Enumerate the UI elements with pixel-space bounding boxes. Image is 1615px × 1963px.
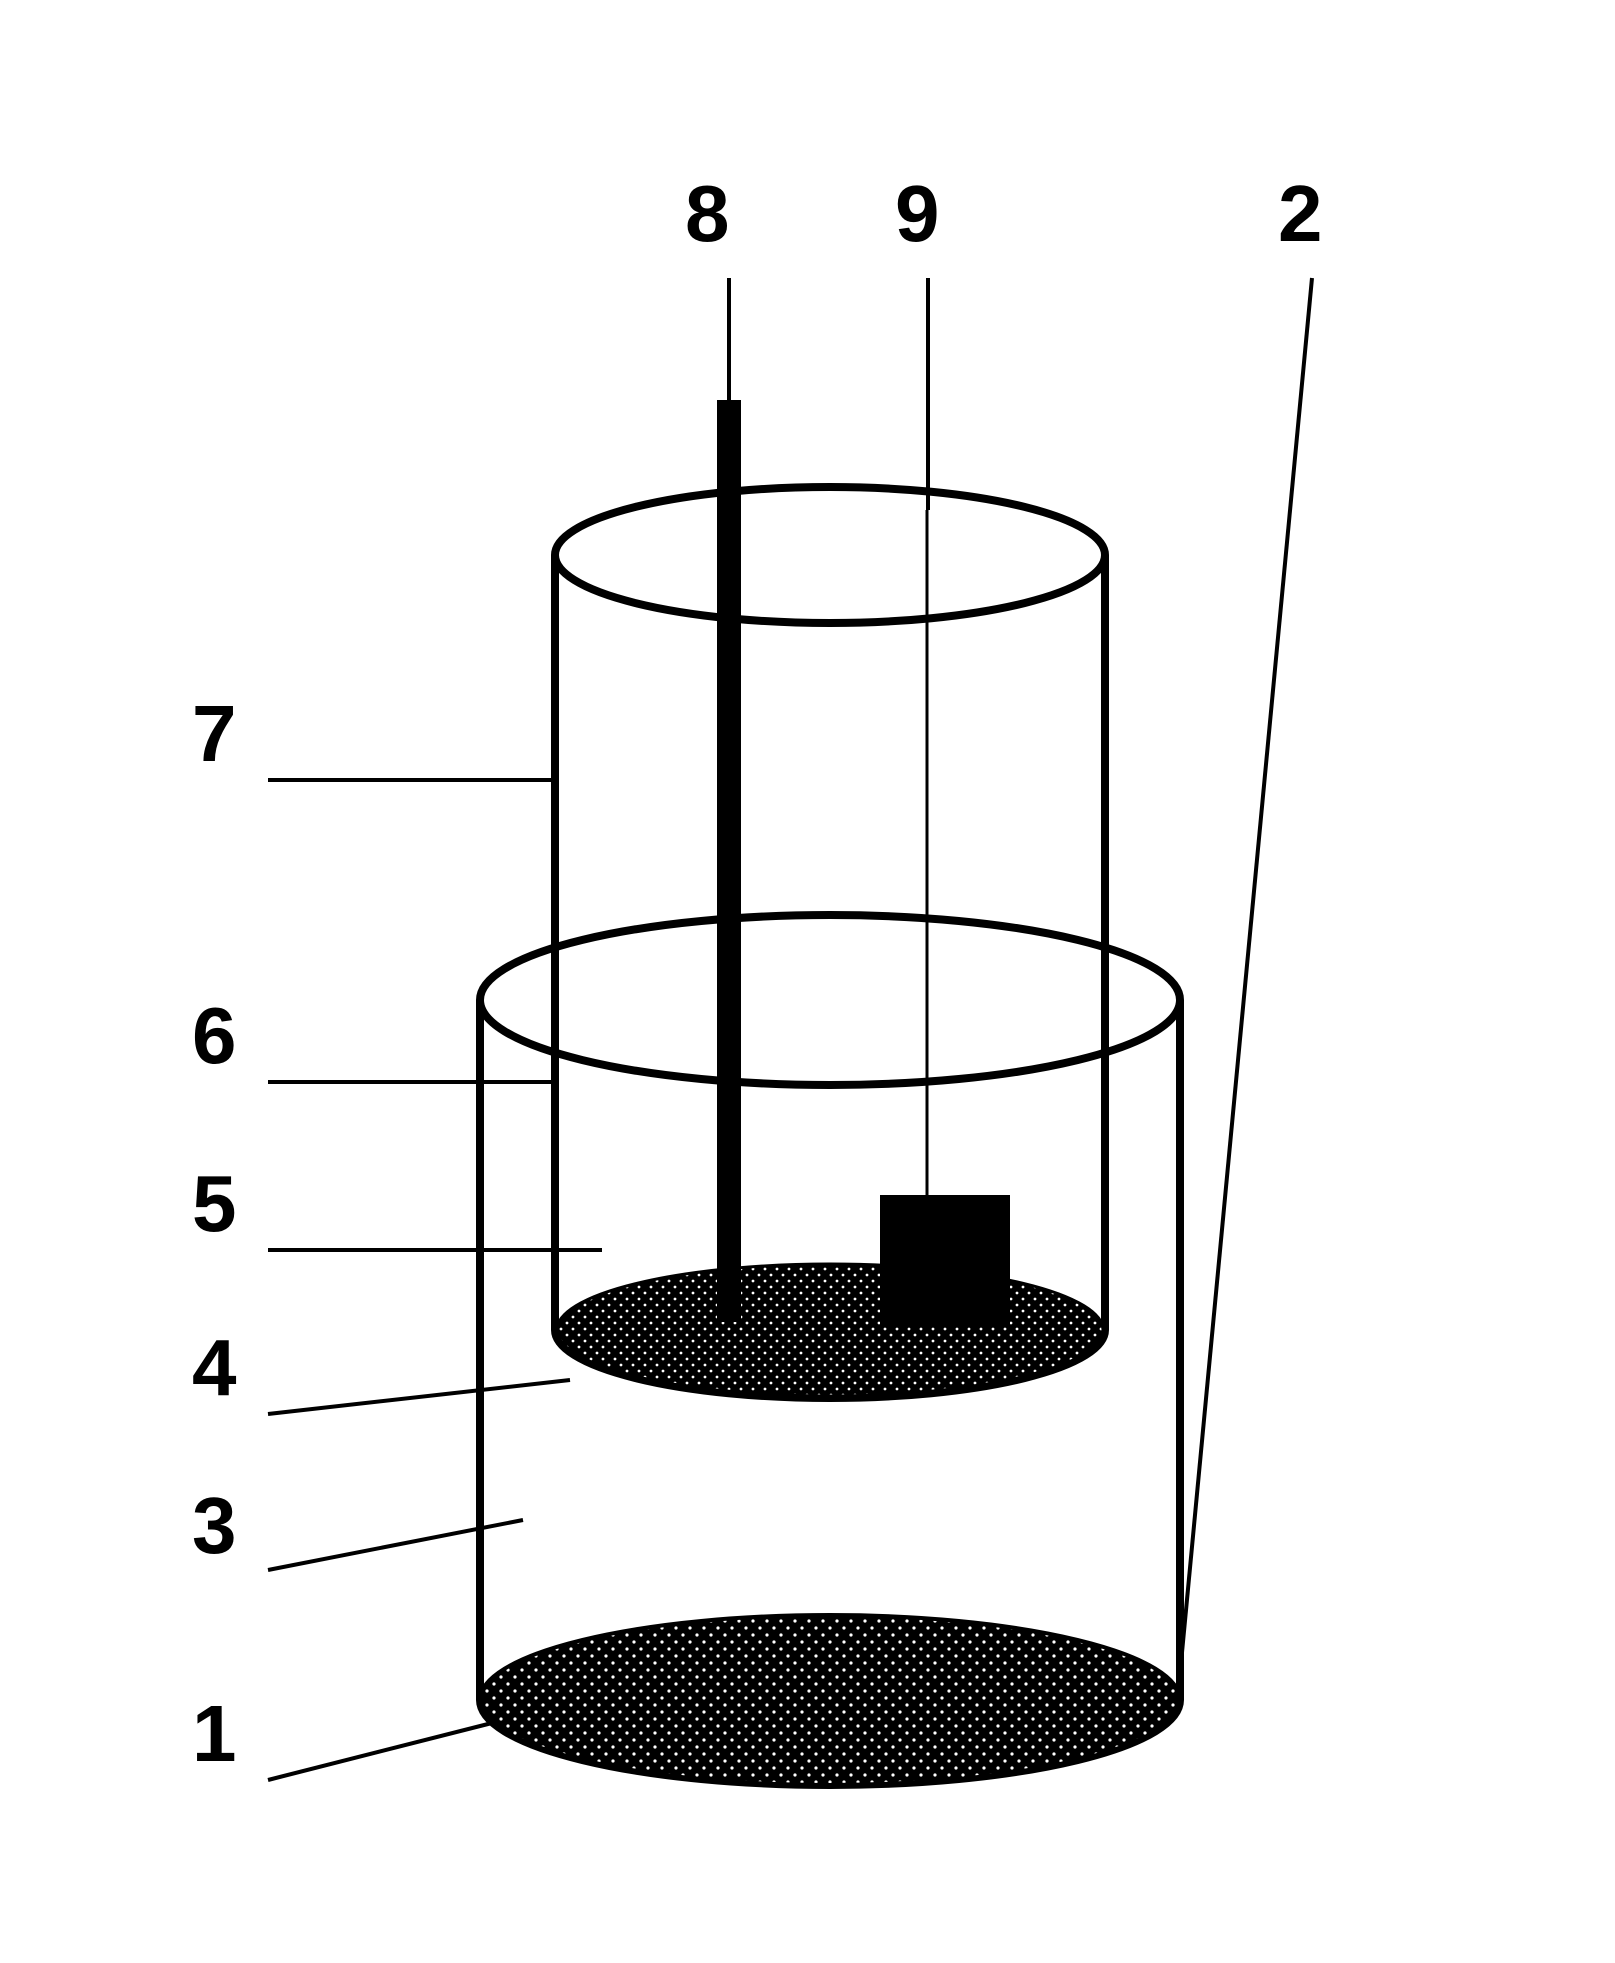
label-7: 7 [192, 688, 237, 780]
outer-cylinder-top-rim [480, 915, 1180, 1085]
middle-disc [557, 1264, 1103, 1396]
label-6: 6 [192, 990, 237, 1082]
leader-line-4 [268, 1380, 570, 1414]
label-9: 9 [895, 168, 940, 260]
bottom-disc [480, 1615, 1180, 1785]
label-5: 5 [192, 1158, 237, 1250]
rod [717, 400, 741, 1322]
cube [880, 1195, 1010, 1325]
inner-cylinder-top-rim [555, 487, 1105, 623]
leader-line-2 [1181, 278, 1312, 1663]
label-1: 1 [192, 1688, 237, 1780]
label-2: 2 [1278, 168, 1323, 260]
label-4: 4 [192, 1322, 237, 1414]
label-3: 3 [192, 1480, 237, 1572]
leader-line-1 [268, 1723, 492, 1780]
label-8: 8 [685, 168, 730, 260]
leader-line-3 [268, 1520, 523, 1570]
